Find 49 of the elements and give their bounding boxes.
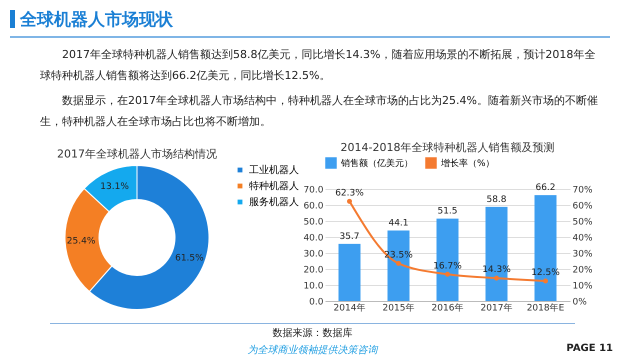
y-tick-label: 0.0: [309, 298, 324, 308]
point: [445, 272, 450, 277]
text: PAGE 11: [566, 343, 613, 354]
legend-label: 销售额（亿美元）: [340, 158, 413, 169]
x-tick-label: 2018年E: [526, 302, 565, 314]
x-tick-label: 2016年: [432, 302, 464, 314]
y2-tick-label: 50%: [572, 218, 593, 228]
text: 全球机器人市场现状: [20, 9, 173, 31]
x-tick-label: 2017年: [480, 302, 512, 314]
y-tick-label: 10.0: [303, 282, 324, 292]
data-label: 58.8: [486, 194, 507, 205]
text: 数据显示，在2017年全球机器人市场结构中，特种机器人在全球市场的占比为25.4%。随着新兴市场的不断催生，特种机器人在全球市场占比也将不断增加。: [40, 93, 599, 130]
data-label: 66.2: [535, 183, 556, 194]
legend-label: 增长率（%）: [440, 158, 495, 169]
data-label: 44.1: [388, 218, 409, 228]
data-label: 25.4%: [66, 236, 96, 246]
y2-tick-label: 60%: [572, 202, 593, 212]
x-tick-label: 2015年: [382, 302, 414, 314]
source-note: 数据来源：数据库: [272, 326, 354, 340]
y2-tick-label: 70%: [572, 186, 593, 196]
y-tick-label: 50.0: [303, 218, 324, 228]
y2-tick-label: 10%: [572, 282, 593, 292]
point: [347, 198, 352, 204]
data-label: 35.7: [339, 232, 360, 242]
chart-title: 2014-2018年全球特种机器人销售额及预测: [340, 141, 554, 154]
y-tick-label: 30.0: [303, 250, 324, 260]
bar: [338, 244, 360, 301]
y-tick-label: 60.0: [303, 202, 324, 212]
y-tick-label: 70.0: [303, 186, 324, 196]
legend-label: 特种机器人: [249, 180, 299, 192]
legend-label: 服务机器人: [249, 196, 299, 208]
legend-label: 工业机器人: [249, 164, 299, 176]
y-tick-label: 20.0: [303, 266, 324, 276]
x-tick-label: 2014年: [334, 302, 366, 314]
text: 为全球商业领袖提供决策咨询: [248, 345, 378, 356]
data-label: 61.5%: [175, 253, 204, 264]
data-label: 51.5: [437, 206, 458, 217]
y-tick-label: 40.0: [303, 234, 324, 244]
point: [396, 260, 401, 266]
text: 2017年全球特种机器人销售额达到58.8亿美元，同比增长14.3%，随着应用场景的不断拓展，预计2018年全球特种机器人销售额将达到66.2亿美元，同比增长12.5%。: [40, 47, 596, 84]
point: [543, 278, 548, 284]
data-label: 62.3%: [335, 188, 364, 198]
y2-tick-label: 0%: [572, 298, 588, 308]
y2-tick-label: 30%: [572, 250, 593, 260]
y2-tick-label: 20%: [572, 266, 593, 276]
point: [494, 276, 499, 281]
data-label: 13.1%: [100, 182, 130, 192]
chart-title: 2017年全球机器人市场结构情况: [57, 148, 217, 160]
y2-tick-label: 40%: [572, 234, 593, 244]
